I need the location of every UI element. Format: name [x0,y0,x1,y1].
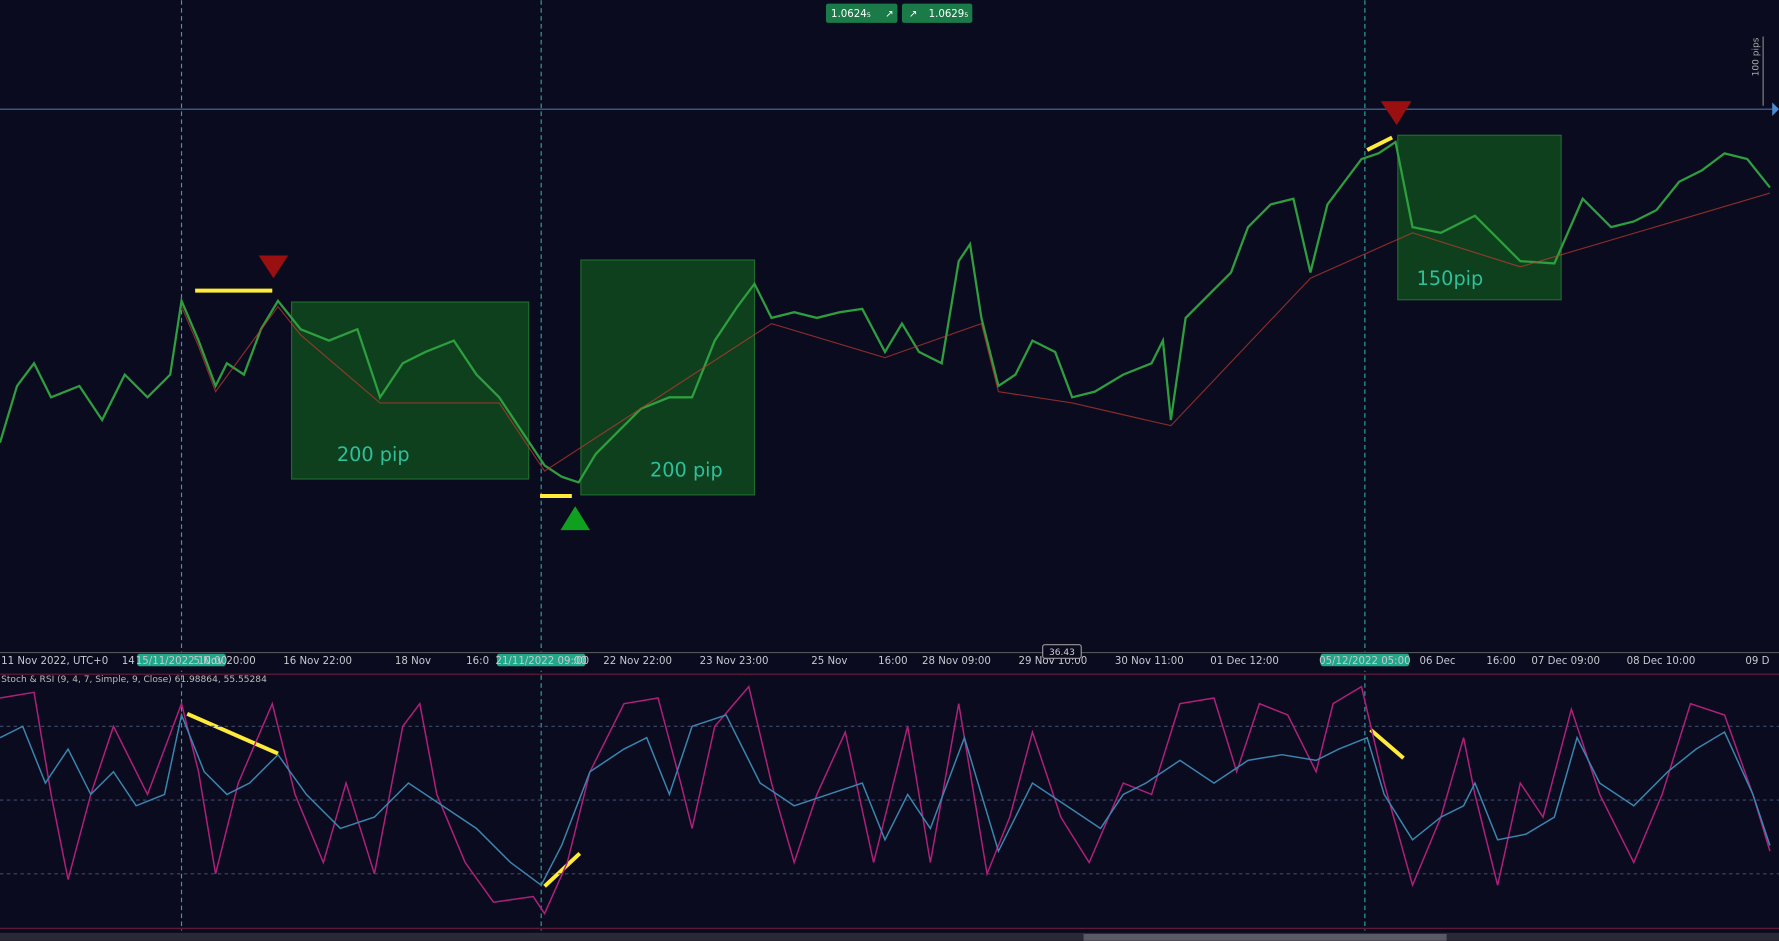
price-marker [1772,102,1779,116]
sell-price[interactable]: 1.0624₅ [831,9,871,20]
time-label: 21/11/2022 09:00 [495,656,586,667]
zone-label: 200 pip [650,459,723,482]
zone-label: 150pip [1417,267,1484,290]
time-label: 11 Nov 2022, UTC+0 [1,656,108,667]
time-highlight [1320,653,1410,667]
time-label: 18 Nov [395,656,431,667]
time-axis-labels: 11 Nov 2022, UTC+0 14 15/11/2022 10:005 No… [1,653,1770,667]
time-label: 14 [122,656,135,667]
time-label: 16:00 [878,656,907,667]
sell-signal [1380,101,1412,126]
indicator-label: Stoch & RSI (9, 4, 7, Simple, 9, Close) … [1,675,267,685]
time-label: 06 Dec [1420,656,1456,667]
time-label: 08 Dec 10:00 [1627,656,1696,667]
time-label: 5 Nov 20:00 [193,656,255,667]
time-highlight [137,653,226,667]
time-label: :00 [573,656,589,667]
icon: ↗ [909,9,918,20]
zones [291,134,1562,496]
scroll-thumb[interactable] [1083,933,1447,941]
time-label: 23 Nov 23:00 [700,656,769,667]
price-path-down [181,192,1771,472]
zone-label: 200 pip [337,443,410,466]
rsi-line [0,712,1771,887]
time-label: 29 Nov 10:00 [1018,656,1087,667]
time-highlight [496,653,586,667]
time-label: 16:0 [466,656,489,667]
time-label: 28 Nov 09:00 [922,656,991,667]
time-label: 22 Nov 22:00 [603,656,672,667]
time-label: 16:00 [1486,656,1515,667]
crosshair-box [1042,644,1082,659]
crosshair-value: 36.43 [1049,648,1075,658]
pip-scale: 100 pips [1752,37,1762,76]
time-label: 30 Nov 11:00 [1115,656,1184,667]
time-label: 25 Nov [811,656,847,667]
time-label: 15/11/2022 10:00 [136,656,227,667]
sell-signal [258,255,289,279]
scrollbar[interactable] [0,932,1779,941]
price-path [0,140,1771,484]
buy-signal [560,506,590,531]
time-label: 16 Nov 22:00 [283,656,352,667]
icon: ↗ [885,9,894,20]
buy-button[interactable]: ↗ 1.0629₅ [901,3,973,23]
time-label: 07 Dec 09:00 [1531,656,1600,667]
trend-marks [186,135,1405,888]
time-label: 01 Dec 12:00 [1210,656,1279,667]
time-label: 05/12/2022 05:00 [1319,656,1410,667]
stoch-line [0,685,1771,916]
sell-button[interactable]: 1.0624₅ ↗ [825,3,898,23]
buy-price[interactable]: 1.0629₅ [929,9,969,20]
time-label: 09 D [1745,656,1769,667]
